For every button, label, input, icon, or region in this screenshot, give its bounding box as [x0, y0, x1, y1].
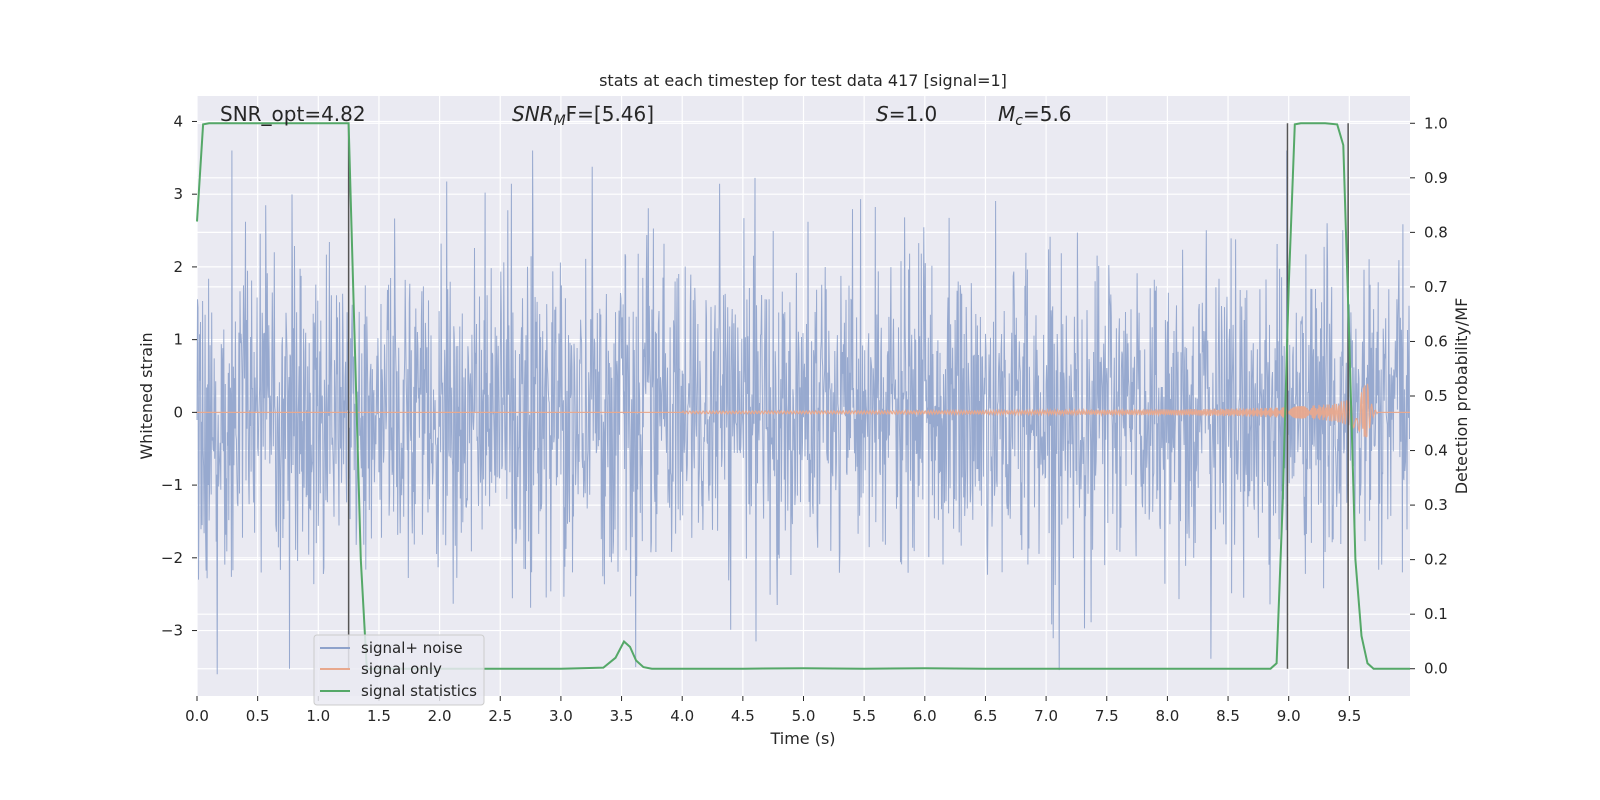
marker-lines: [347, 123, 1349, 669]
snr-mf-annotation: SNRMF=[5.46]: [512, 102, 654, 129]
x-tick-label-10: 5.0: [792, 707, 816, 725]
noise-line: [196, 150, 1410, 675]
yr-tick-label-10: 0.0: [1424, 660, 1448, 678]
legend-label-statistics: signal statistics: [361, 682, 477, 700]
yl-tick-label-1: 3: [173, 185, 183, 203]
x-tick-label-7: 3.5: [610, 707, 634, 725]
yr-tick-label-5: 0.5: [1424, 387, 1448, 405]
mc-symbol: M: [998, 102, 1015, 126]
x-tick-label-16: 8.0: [1155, 707, 1179, 725]
statistics-line: [196, 122, 1410, 670]
snr-mf-value: F=[5.46]: [566, 102, 654, 126]
yr-tick-label-4: 0.6: [1424, 332, 1448, 350]
yr-tick-label-0: 1.0: [1424, 114, 1448, 132]
y-axis-left-label: Whitened strain: [137, 332, 156, 459]
mc-value: =5.6: [1023, 102, 1072, 126]
x-tick-label-2: 1.0: [306, 707, 330, 725]
yl-tick-label-6: −2: [161, 549, 183, 567]
yr-tick-label-2: 0.8: [1424, 223, 1448, 241]
x-axis: 0.0 0.5 1.0 1.5 2.0 2.5 3.0 3.5 4.0 4.5 5.0 5.5 6.0 6…: [185, 696, 1361, 725]
x-tick-label-5: 2.5: [488, 707, 512, 725]
yr-tick-label-9: 0.1: [1424, 605, 1448, 623]
noise-series: [196, 150, 1410, 675]
x-tick-label-1: 0.5: [246, 707, 270, 725]
signal-only-line: [197, 383, 1410, 438]
x-tick-label-12: 6.0: [913, 707, 937, 725]
yr-tick-label-1: 0.9: [1424, 169, 1448, 187]
s-symbol: S: [876, 102, 889, 126]
y-axis-left: 4 3 2 1 0 −1 −2 −3: [161, 112, 197, 640]
x-tick-label-17: 8.5: [1216, 707, 1240, 725]
y-axis-right: 1.0 0.9 0.8 0.7 0.6 0.5 0.4 0.3 0.2 0.1 0.0: [1410, 114, 1448, 678]
yl-tick-label-4: 0: [173, 403, 183, 421]
yl-tick-label-7: −3: [161, 622, 183, 640]
x-tick-label-15: 7.5: [1095, 707, 1119, 725]
x-tick-label-4: 2.0: [428, 707, 452, 725]
x-tick-label-8: 4.0: [670, 707, 694, 725]
snr-opt-annotation: SNR_opt=4.82: [220, 102, 366, 126]
yr-tick-label-6: 0.4: [1424, 442, 1448, 460]
x-tick-label-14: 7.0: [1034, 707, 1058, 725]
x-tick-label-13: 6.5: [974, 707, 998, 725]
x-tick-label-11: 5.5: [852, 707, 876, 725]
mc-subscript: c: [1015, 113, 1023, 129]
yr-tick-label-8: 0.2: [1424, 551, 1448, 569]
legend: signal+ noise signal only signal statist…: [313, 634, 485, 706]
x-tick-label-3: 1.5: [367, 707, 391, 725]
statistics-series: [196, 122, 1410, 670]
x-tick-label-19: 9.5: [1337, 707, 1361, 725]
x-tick-label-6: 3.0: [549, 707, 573, 725]
yl-tick-label-0: 4: [173, 112, 183, 130]
snr-mf-subscript: M: [554, 113, 566, 129]
x-axis-label: Time (s): [769, 729, 835, 748]
s-annotation: S=1.0: [876, 102, 937, 126]
yr-tick-label-7: 0.3: [1424, 496, 1448, 514]
legend-box: [313, 634, 485, 706]
signal-only-series: [197, 383, 1410, 438]
mc-annotation: Mc=5.6: [998, 102, 1072, 129]
snr-mf-symbol: SNR: [512, 102, 554, 126]
yl-tick-label-2: 2: [173, 258, 183, 276]
legend-label-signal: signal only: [361, 660, 442, 678]
x-tick-label-9: 4.5: [731, 707, 755, 725]
y-axis-right-label: Detection probability/MF: [1452, 298, 1471, 495]
yr-tick-label-3: 0.7: [1424, 278, 1448, 296]
yl-tick-label-5: −1: [161, 476, 183, 494]
s-value: =1.0: [889, 102, 938, 126]
legend-label-noise: signal+ noise: [361, 639, 463, 657]
x-tick-label-18: 9.0: [1277, 707, 1301, 725]
chart-title: stats at each timestep for test data 417…: [599, 71, 1007, 90]
yl-tick-label-3: 1: [173, 331, 183, 349]
x-tick-label-0: 0.0: [185, 707, 209, 725]
grid: [196, 96, 1410, 696]
